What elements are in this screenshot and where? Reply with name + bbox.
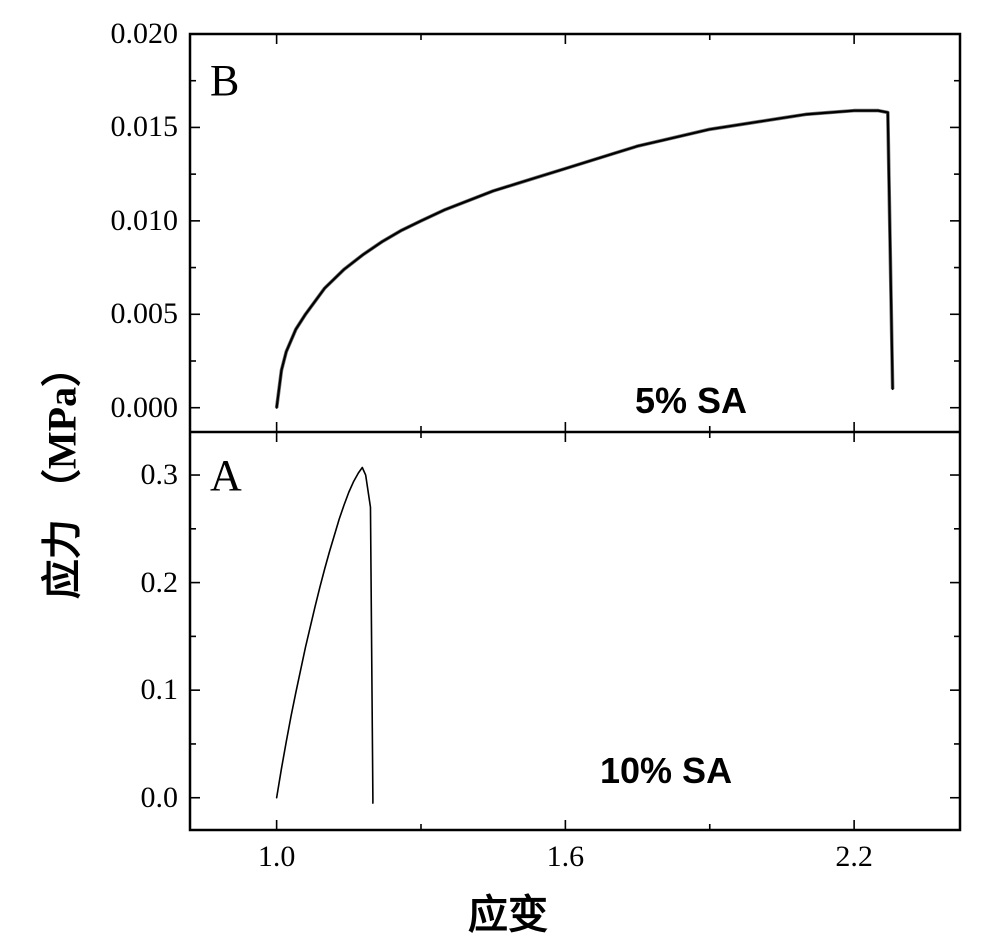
ytick-label: 0.3 <box>78 458 178 492</box>
xtick-label: 1.0 <box>258 840 296 874</box>
chart-container: 应力 （MPa） 应变 B A 5% SA 10% SA 0.0000.0050… <box>0 0 1000 946</box>
x-axis-label: 应变 <box>468 882 548 940</box>
xtick-label: 1.6 <box>547 840 585 874</box>
ytick-label: 0.000 <box>78 391 178 425</box>
series-label-5pct: 5% SA <box>635 380 747 422</box>
ytick-label: 0.010 <box>78 204 178 238</box>
panel-label-b: B <box>210 55 239 106</box>
ytick-label: 0.1 <box>78 673 178 707</box>
ytick-label: 0.0 <box>78 781 178 815</box>
ytick-label: 0.005 <box>78 297 178 331</box>
series-label-10pct: 10% SA <box>600 750 732 792</box>
ytick-label: 0.2 <box>78 566 178 600</box>
xtick-label: 2.2 <box>835 840 873 874</box>
panel-label-a: A <box>210 450 242 501</box>
ytick-label: 0.020 <box>78 17 178 51</box>
ytick-label: 0.015 <box>78 110 178 144</box>
